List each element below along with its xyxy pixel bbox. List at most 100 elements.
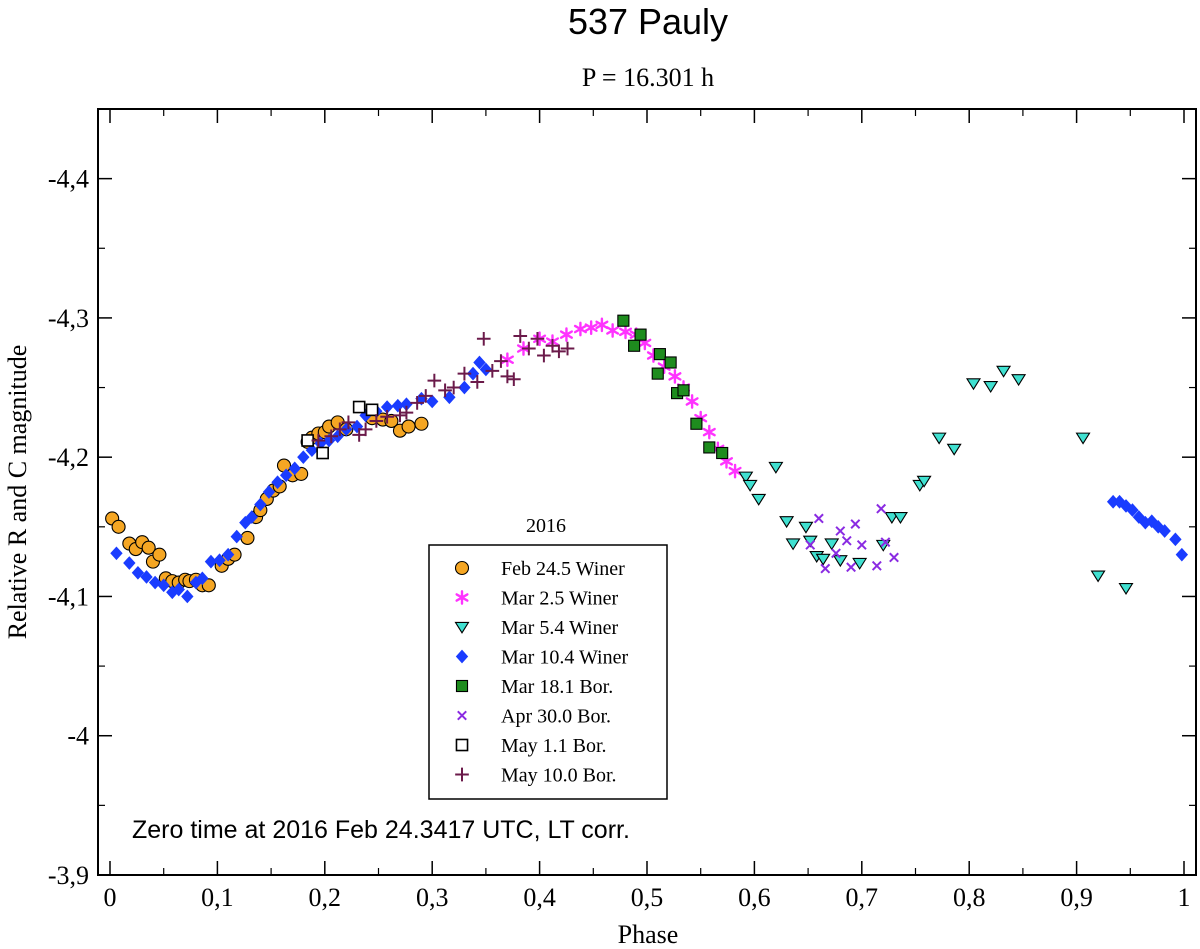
x-tick-label: 1 xyxy=(1178,883,1191,912)
data-point xyxy=(1011,374,1027,387)
series-apr300 xyxy=(805,503,899,574)
y-tick-label: -4,4 xyxy=(48,165,89,194)
legend-label: Apr 30.0 Bor. xyxy=(501,706,611,728)
data-point xyxy=(140,570,153,584)
data-point xyxy=(716,446,729,460)
legend-label: Feb 24.5 Winer xyxy=(501,558,625,580)
legend-marker xyxy=(455,649,469,664)
data-point xyxy=(946,443,962,456)
data-point xyxy=(181,589,194,604)
data-point xyxy=(653,348,666,361)
series-may100 xyxy=(311,329,575,448)
data-point xyxy=(262,485,276,499)
data-point xyxy=(831,548,841,559)
data-point xyxy=(352,428,366,442)
data-point xyxy=(751,493,767,506)
series-mar54 xyxy=(738,365,1134,595)
data-point xyxy=(410,396,424,410)
data-point xyxy=(552,344,566,359)
data-point xyxy=(204,554,218,569)
data-point xyxy=(189,575,203,590)
x-tick-label: 0,8 xyxy=(953,883,986,912)
data-point xyxy=(400,397,413,412)
data-point xyxy=(889,552,899,563)
x-tick-label: 0,1 xyxy=(201,883,234,912)
data-point xyxy=(148,575,162,590)
data-point xyxy=(1090,570,1106,583)
data-point xyxy=(664,356,677,369)
x-tick-label: 0,7 xyxy=(846,883,879,912)
data-point xyxy=(380,400,394,414)
data-point xyxy=(846,562,856,573)
data-point xyxy=(365,403,379,417)
data-point xyxy=(892,511,908,524)
data-point xyxy=(1175,547,1189,562)
data-point xyxy=(358,422,373,437)
data-point xyxy=(427,373,442,388)
data-point xyxy=(824,538,840,551)
data-point xyxy=(324,429,339,444)
legend-label: Mar 10.4 Winer xyxy=(501,647,628,669)
legend-marker xyxy=(455,738,469,752)
data-point xyxy=(305,443,319,458)
data-point xyxy=(466,366,480,381)
data-point xyxy=(414,416,429,431)
data-point xyxy=(473,355,486,370)
data-point xyxy=(221,547,235,562)
data-point xyxy=(245,510,258,524)
data-point xyxy=(668,369,682,384)
data-point xyxy=(131,565,145,580)
data-point xyxy=(240,530,255,546)
data-point xyxy=(254,497,267,512)
y-axis-tick-labels: -4,4 -4,3 -4,2 -4,1 -4 -3,9 xyxy=(48,165,89,890)
data-point xyxy=(880,537,891,548)
x-tick-label: 0 xyxy=(104,883,117,912)
data-point xyxy=(1152,519,1165,534)
data-point xyxy=(333,422,347,437)
x-tick-label: 0,2 xyxy=(309,883,342,912)
data-point xyxy=(595,317,609,333)
data-point xyxy=(301,434,314,447)
data-point xyxy=(485,364,500,378)
legend-entry: Mar 10.4 Winer xyxy=(455,647,628,669)
data-point xyxy=(123,556,136,570)
data-point xyxy=(690,417,703,430)
data-point xyxy=(506,372,521,387)
y-axis-label: Relative R and C magnitude xyxy=(3,345,32,640)
data-point xyxy=(530,331,545,346)
data-point xyxy=(835,526,846,536)
data-point xyxy=(634,328,647,341)
data-point xyxy=(820,563,831,574)
data-point xyxy=(703,441,716,454)
legend-marker xyxy=(455,767,469,782)
y-tick-label: -4,1 xyxy=(48,582,89,611)
data-point xyxy=(916,475,932,488)
data-point xyxy=(438,383,452,398)
data-point xyxy=(785,538,801,551)
data-point xyxy=(341,415,356,430)
data-point xyxy=(152,547,167,562)
data-point xyxy=(560,341,575,356)
data-point xyxy=(559,327,573,342)
data-point xyxy=(352,400,366,414)
x-tick-label: 0,6 xyxy=(738,883,771,912)
data-point xyxy=(479,362,493,377)
data-point xyxy=(401,419,416,434)
x-tick-label: 0,9 xyxy=(1060,883,1093,912)
chart-subtitle: P = 16.301 h xyxy=(582,63,714,92)
data-point xyxy=(832,555,848,568)
legend-marker xyxy=(454,560,470,576)
data-point xyxy=(230,529,243,544)
data-point xyxy=(458,380,471,395)
legend: Feb 24.5 Winer Mar 2.5 Winer Mar 5.4 Winer… xyxy=(454,558,628,787)
data-point xyxy=(297,450,310,465)
data-point xyxy=(996,365,1012,378)
data-point xyxy=(110,546,123,561)
legend-entry: Mar 5.4 Winer xyxy=(454,617,618,639)
legend-title: 2016 xyxy=(526,515,566,537)
data-point xyxy=(470,375,485,389)
data-point xyxy=(457,366,472,381)
legend-marker xyxy=(454,621,470,634)
x-axis-label: Phase xyxy=(618,920,679,949)
data-point xyxy=(426,394,439,409)
